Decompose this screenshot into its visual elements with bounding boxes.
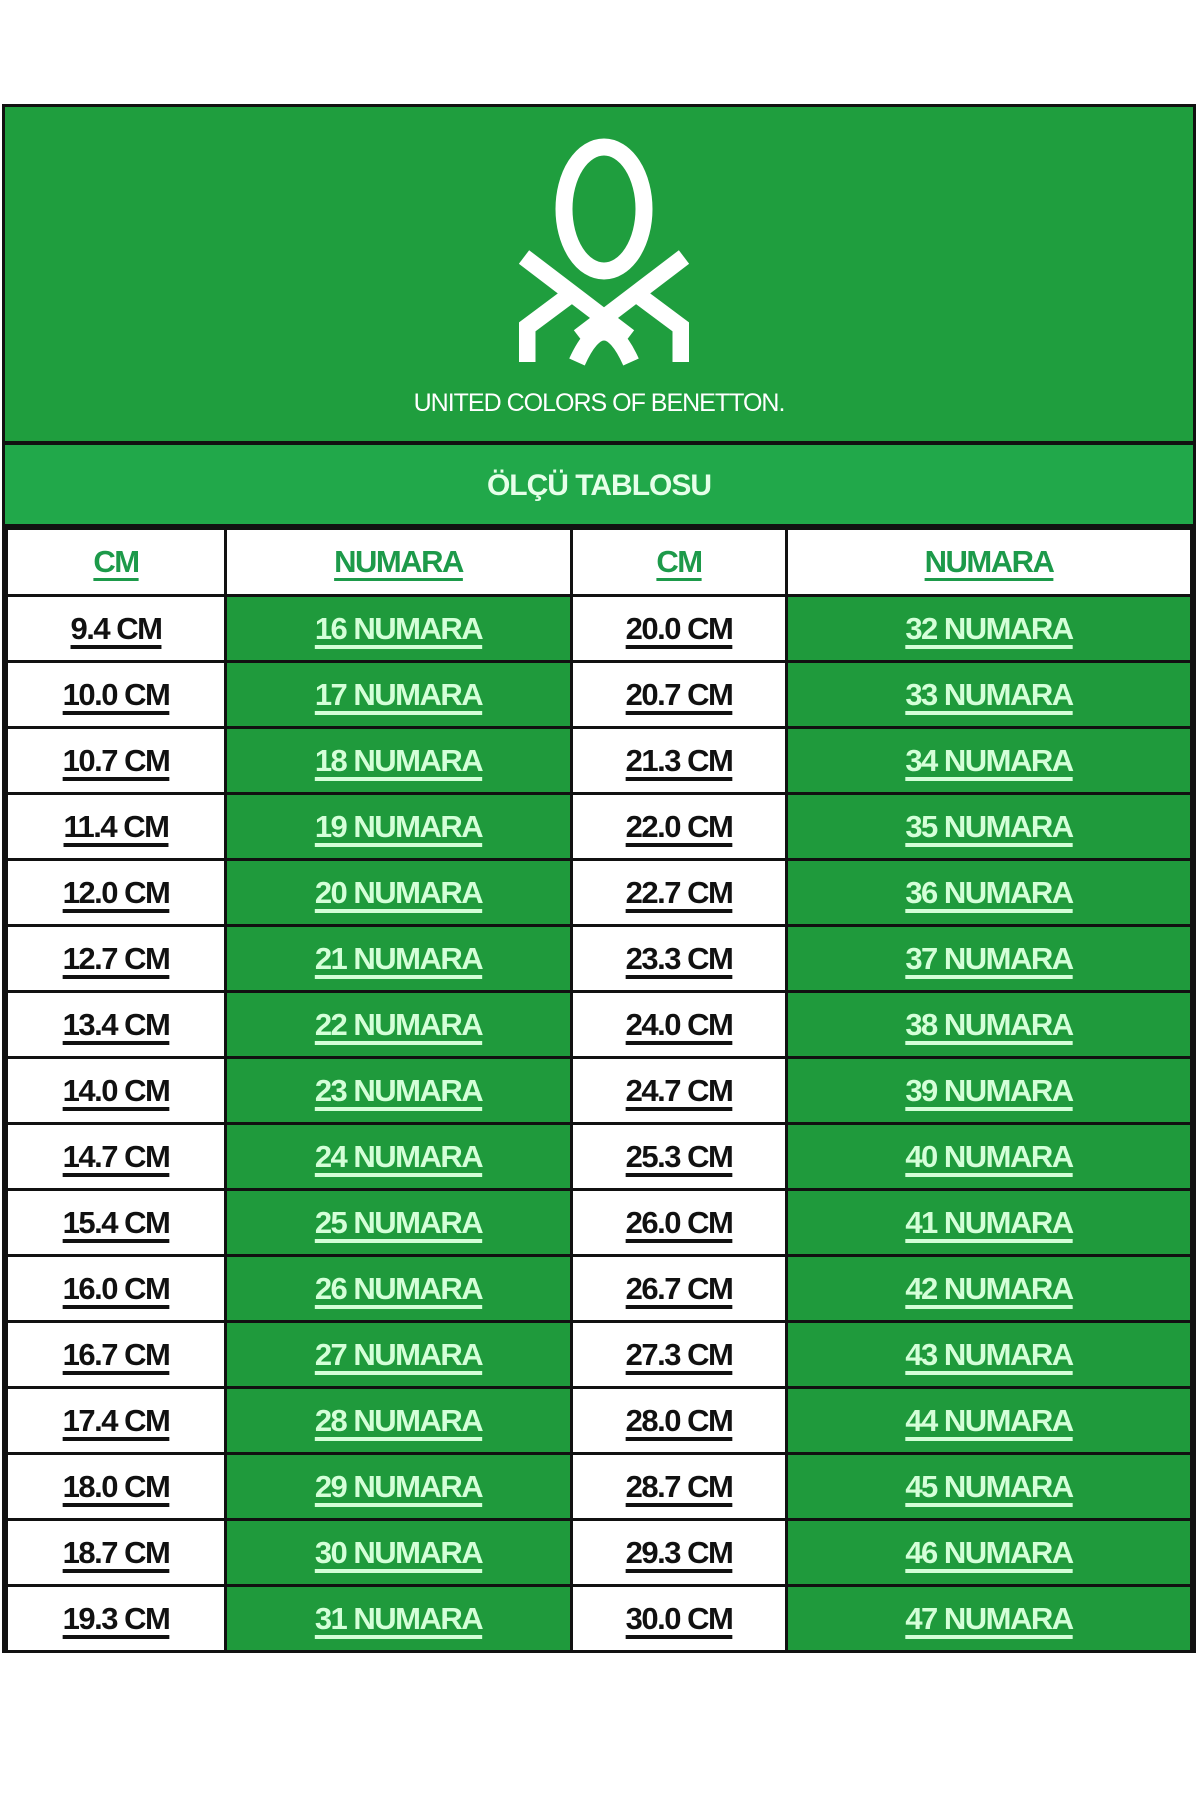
brand-name: UNITED COLORS OF BENETTON. [413, 389, 786, 417]
table-row: 14.7 CM 24 NUMARA 25.3 CM 40 NUMARA [5, 1122, 1193, 1191]
cm-cell: 10.7 CM [5, 726, 227, 795]
numara-cell: 37 NUMARA [785, 924, 1193, 993]
table-row: 12.0 CM 20 NUMARA 22.7 CM 36 NUMARA [5, 858, 1193, 927]
numara-cell: 36 NUMARA [785, 858, 1193, 927]
numara-cell: 45 NUMARA [785, 1452, 1193, 1521]
table-row: 13.4 CM 22 NUMARA 24.0 CM 38 NUMARA [5, 990, 1193, 1059]
numara-cell: 30 NUMARA [224, 1518, 573, 1587]
table-row: 16.0 CM 26 NUMARA 26.7 CM 42 NUMARA [5, 1254, 1193, 1323]
cm-cell: 13.4 CM [5, 990, 227, 1059]
cm-cell: 11.4 CM [5, 792, 227, 861]
header-cm: CM [570, 527, 788, 597]
numara-cell: 20 NUMARA [224, 858, 573, 927]
numara-cell: 40 NUMARA [785, 1122, 1193, 1191]
numara-cell: 42 NUMARA [785, 1254, 1193, 1323]
cm-cell: 22.0 CM [570, 792, 788, 861]
cm-cell: 28.7 CM [570, 1452, 788, 1521]
cm-cell: 25.3 CM [570, 1122, 788, 1191]
numara-cell: 46 NUMARA [785, 1518, 1193, 1587]
table-row: 9.4 CM 16 NUMARA 20.0 CM 32 NUMARA [5, 594, 1193, 663]
numara-cell: 18 NUMARA [224, 726, 573, 795]
table-row: 12.7 CM 21 NUMARA 23.3 CM 37 NUMARA [5, 924, 1193, 993]
table-row: 17.4 CM 28 NUMARA 28.0 CM 44 NUMARA [5, 1386, 1193, 1455]
numara-cell: 47 NUMARA [785, 1584, 1193, 1653]
header-cm: CM [5, 527, 227, 597]
numara-cell: 34 NUMARA [785, 726, 1193, 795]
table-row: 18.0 CM 29 NUMARA 28.7 CM 45 NUMARA [5, 1452, 1193, 1521]
cm-cell: 21.3 CM [570, 726, 788, 795]
cm-cell: 30.0 CM [570, 1584, 788, 1653]
cm-cell: 15.4 CM [5, 1188, 227, 1257]
cm-cell: 12.0 CM [5, 858, 227, 927]
numara-cell: 19 NUMARA [224, 792, 573, 861]
size-chart: UNITED COLORS OF BENETTON. ÖLÇÜ TABLOSU … [2, 104, 1196, 1653]
header-row: CM NUMARA CM NUMARA [5, 527, 1193, 597]
cm-cell: 17.4 CM [5, 1386, 227, 1455]
numara-cell: 28 NUMARA [224, 1386, 573, 1455]
cm-cell: 9.4 CM [5, 594, 227, 663]
cm-cell: 26.0 CM [570, 1188, 788, 1257]
numara-cell: 21 NUMARA [224, 924, 573, 993]
table-row: 18.7 CM 30 NUMARA 29.3 CM 46 NUMARA [5, 1518, 1193, 1587]
table-row: 15.4 CM 25 NUMARA 26.0 CM 41 NUMARA [5, 1188, 1193, 1257]
cm-cell: 26.7 CM [570, 1254, 788, 1323]
cm-cell: 12.7 CM [5, 924, 227, 993]
cm-cell: 27.3 CM [570, 1320, 788, 1389]
numara-cell: 17 NUMARA [224, 660, 573, 729]
table-row: 16.7 CM 27 NUMARA 27.3 CM 43 NUMARA [5, 1320, 1193, 1389]
header-numara: NUMARA [785, 527, 1193, 597]
numara-cell: 39 NUMARA [785, 1056, 1193, 1125]
numara-cell: 38 NUMARA [785, 990, 1193, 1059]
numara-cell: 31 NUMARA [224, 1584, 573, 1653]
cm-cell: 24.0 CM [570, 990, 788, 1059]
cm-cell: 14.7 CM [5, 1122, 227, 1191]
cm-cell: 23.3 CM [570, 924, 788, 993]
cm-cell: 10.0 CM [5, 660, 227, 729]
numara-cell: 22 NUMARA [224, 990, 573, 1059]
table-row: 19.3 CM 31 NUMARA 30.0 CM 47 NUMARA [5, 1584, 1193, 1653]
cm-cell: 16.7 CM [5, 1320, 227, 1389]
table-row: 10.7 CM 18 NUMARA 21.3 CM 34 NUMARA [5, 726, 1193, 795]
numara-cell: 24 NUMARA [224, 1122, 573, 1191]
header-numara: NUMARA [224, 527, 573, 597]
numara-cell: 16 NUMARA [224, 594, 573, 663]
cm-cell: 28.0 CM [570, 1386, 788, 1455]
cm-cell: 18.0 CM [5, 1452, 227, 1521]
cm-cell: 20.0 CM [570, 594, 788, 663]
cm-cell: 24.7 CM [570, 1056, 788, 1125]
table-row: 10.0 CM 17 NUMARA 20.7 CM 33 NUMARA [5, 660, 1193, 729]
numara-cell: 44 NUMARA [785, 1386, 1193, 1455]
table-row: 11.4 CM 19 NUMARA 22.0 CM 35 NUMARA [5, 792, 1193, 861]
cm-cell: 20.7 CM [570, 660, 788, 729]
table-row: 14.0 CM 23 NUMARA 24.7 CM 39 NUMARA [5, 1056, 1193, 1125]
cm-cell: 29.3 CM [570, 1518, 788, 1587]
cm-cell: 19.3 CM [5, 1584, 227, 1653]
numara-cell: 29 NUMARA [224, 1452, 573, 1521]
numara-cell: 26 NUMARA [224, 1254, 573, 1323]
numara-cell: 23 NUMARA [224, 1056, 573, 1125]
numara-cell: 33 NUMARA [785, 660, 1193, 729]
brand-header: UNITED COLORS OF BENETTON. [5, 107, 1193, 445]
numara-cell: 35 NUMARA [785, 792, 1193, 861]
benetton-logo-icon [519, 138, 689, 366]
cm-cell: 16.0 CM [5, 1254, 227, 1323]
numara-cell: 25 NUMARA [224, 1188, 573, 1257]
numara-cell: 32 NUMARA [785, 594, 1193, 663]
cm-cell: 22.7 CM [570, 858, 788, 927]
numara-cell: 43 NUMARA [785, 1320, 1193, 1389]
numara-cell: 27 NUMARA [224, 1320, 573, 1389]
cm-cell: 14.0 CM [5, 1056, 227, 1125]
numara-cell: 41 NUMARA [785, 1188, 1193, 1257]
chart-title: ÖLÇÜ TABLOSU [5, 445, 1193, 527]
cm-cell: 18.7 CM [5, 1518, 227, 1587]
size-table: CM NUMARA CM NUMARA 9.4 CM 16 NUMARA 20.0 … [5, 527, 1193, 1653]
